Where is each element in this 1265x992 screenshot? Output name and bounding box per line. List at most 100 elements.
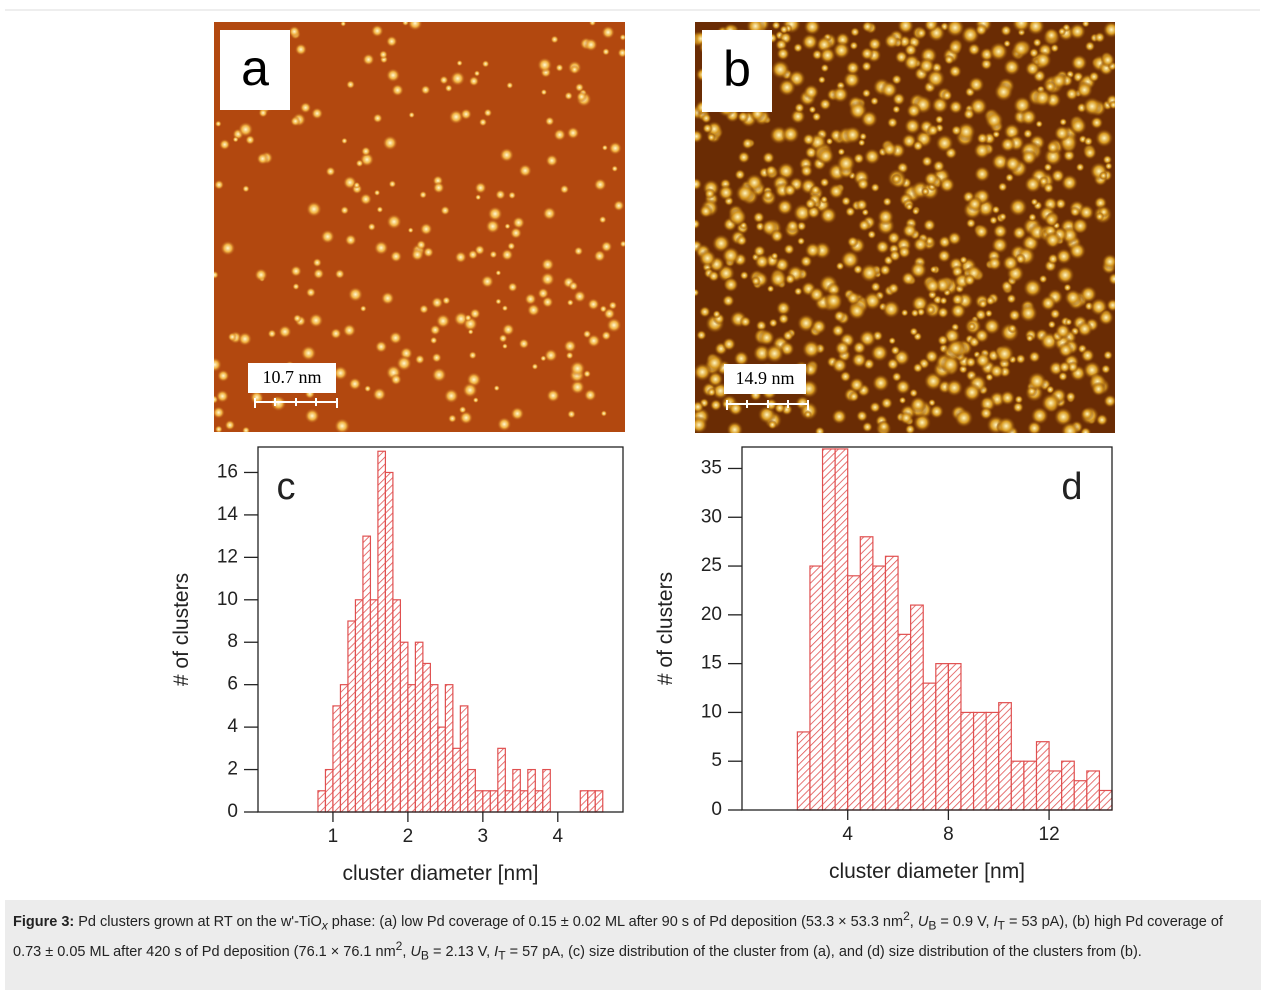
caption-text: x xyxy=(321,918,328,933)
cluster-dot xyxy=(1025,333,1035,343)
cluster-dot xyxy=(783,243,795,256)
cluster-dot xyxy=(1057,342,1074,359)
cluster-dot xyxy=(974,23,988,37)
cluster-dot xyxy=(817,75,827,85)
cluster-dot xyxy=(912,236,929,253)
bar xyxy=(1098,789,1113,811)
cluster-dot xyxy=(214,406,226,419)
cluster-dot xyxy=(344,233,357,247)
cluster-dot xyxy=(943,54,955,65)
cluster-dot xyxy=(524,292,537,306)
cluster-dot xyxy=(518,338,530,350)
cluster-dot xyxy=(537,57,553,73)
cluster-dot xyxy=(1082,145,1098,160)
bar xyxy=(504,790,514,813)
cluster-dot xyxy=(712,309,722,319)
cluster-dot xyxy=(929,265,938,274)
cluster-dot xyxy=(1015,353,1027,365)
bar xyxy=(579,790,589,813)
cluster-dot xyxy=(988,215,999,225)
cluster-dot xyxy=(929,404,945,420)
caption-text: 2 xyxy=(903,909,910,923)
cluster-dot xyxy=(770,59,791,80)
cluster-dot xyxy=(948,64,963,79)
cluster-dot xyxy=(553,128,567,142)
cluster-dot xyxy=(1047,320,1057,329)
caption-text: T xyxy=(997,918,1005,933)
cluster-dot xyxy=(312,267,325,280)
cluster-dot xyxy=(706,132,716,142)
cluster-dot xyxy=(432,181,445,194)
cluster-dot xyxy=(382,135,398,151)
cluster-dot xyxy=(570,64,580,75)
caption-text: Pd clusters grown at RT on the w'-TiO xyxy=(78,913,322,930)
y-tick-label: 25 xyxy=(701,555,722,576)
x-axis-label: cluster diameter [nm] xyxy=(342,862,538,885)
cluster-dot xyxy=(601,330,612,341)
cluster-dot xyxy=(1001,254,1020,272)
cluster-dot xyxy=(308,312,324,328)
bar xyxy=(972,711,987,811)
cluster-dot xyxy=(576,91,588,103)
bar xyxy=(354,599,364,813)
cluster-dot xyxy=(509,226,523,240)
bar xyxy=(317,790,327,813)
y-tick-label: 0 xyxy=(711,799,722,820)
cluster-dot xyxy=(695,415,709,433)
cluster-dot xyxy=(215,389,230,403)
caption-text: = 57 pA, (c) size distribution of the cl… xyxy=(505,943,1142,960)
y-tick-label: 0 xyxy=(227,801,238,822)
cluster-dot xyxy=(362,53,375,66)
cluster-dot xyxy=(441,296,451,305)
cluster-dot xyxy=(750,276,761,287)
plot-frame xyxy=(741,446,1113,811)
cluster-dot xyxy=(1019,108,1038,126)
cluster-dot xyxy=(1100,364,1111,375)
cluster-dot xyxy=(883,33,900,50)
cluster-dot xyxy=(389,250,403,263)
cluster-dot xyxy=(875,239,890,255)
cluster-dot xyxy=(472,396,479,404)
bar xyxy=(847,575,861,811)
cluster-dot xyxy=(290,265,302,278)
cluster-dot xyxy=(540,88,548,96)
cluster-dot xyxy=(869,96,880,106)
cluster-dot xyxy=(881,299,901,319)
cluster-dot xyxy=(785,219,800,234)
bar xyxy=(332,705,342,813)
cluster-dot xyxy=(967,42,981,57)
cluster-dot xyxy=(346,80,356,90)
cluster-dot xyxy=(325,166,336,177)
cluster-dot xyxy=(698,204,713,219)
cluster-dot xyxy=(989,363,1005,379)
cluster-dot xyxy=(227,332,237,342)
bar xyxy=(1048,770,1063,811)
cluster-dot xyxy=(1007,323,1018,334)
cluster-dot xyxy=(921,155,934,168)
cluster-dot xyxy=(949,302,967,320)
cluster-dot xyxy=(541,296,554,308)
cluster-dot xyxy=(1000,24,1013,37)
cluster-dot xyxy=(762,189,774,201)
cluster-dot xyxy=(754,253,770,270)
cluster-dot xyxy=(931,96,949,114)
cluster-dot xyxy=(217,369,230,383)
bar xyxy=(872,565,887,811)
cluster-dot xyxy=(870,281,882,293)
scale-box xyxy=(248,363,336,393)
cluster-dot xyxy=(422,246,434,258)
cluster-dot xyxy=(353,181,361,189)
cluster-dot xyxy=(1080,407,1094,421)
cluster-dot xyxy=(951,293,965,307)
caption-text: = 0.9 V, xyxy=(936,913,994,930)
cluster-dot xyxy=(948,99,964,115)
cluster-dot xyxy=(617,47,625,58)
cluster-dot xyxy=(372,113,383,124)
cluster-dot xyxy=(431,352,442,363)
y-tick-label: 15 xyxy=(701,653,722,674)
cluster-dot xyxy=(702,123,713,134)
cluster-dot xyxy=(922,218,937,232)
cluster-dot xyxy=(950,124,963,137)
bar xyxy=(985,711,1000,811)
cluster-dot xyxy=(566,126,580,140)
